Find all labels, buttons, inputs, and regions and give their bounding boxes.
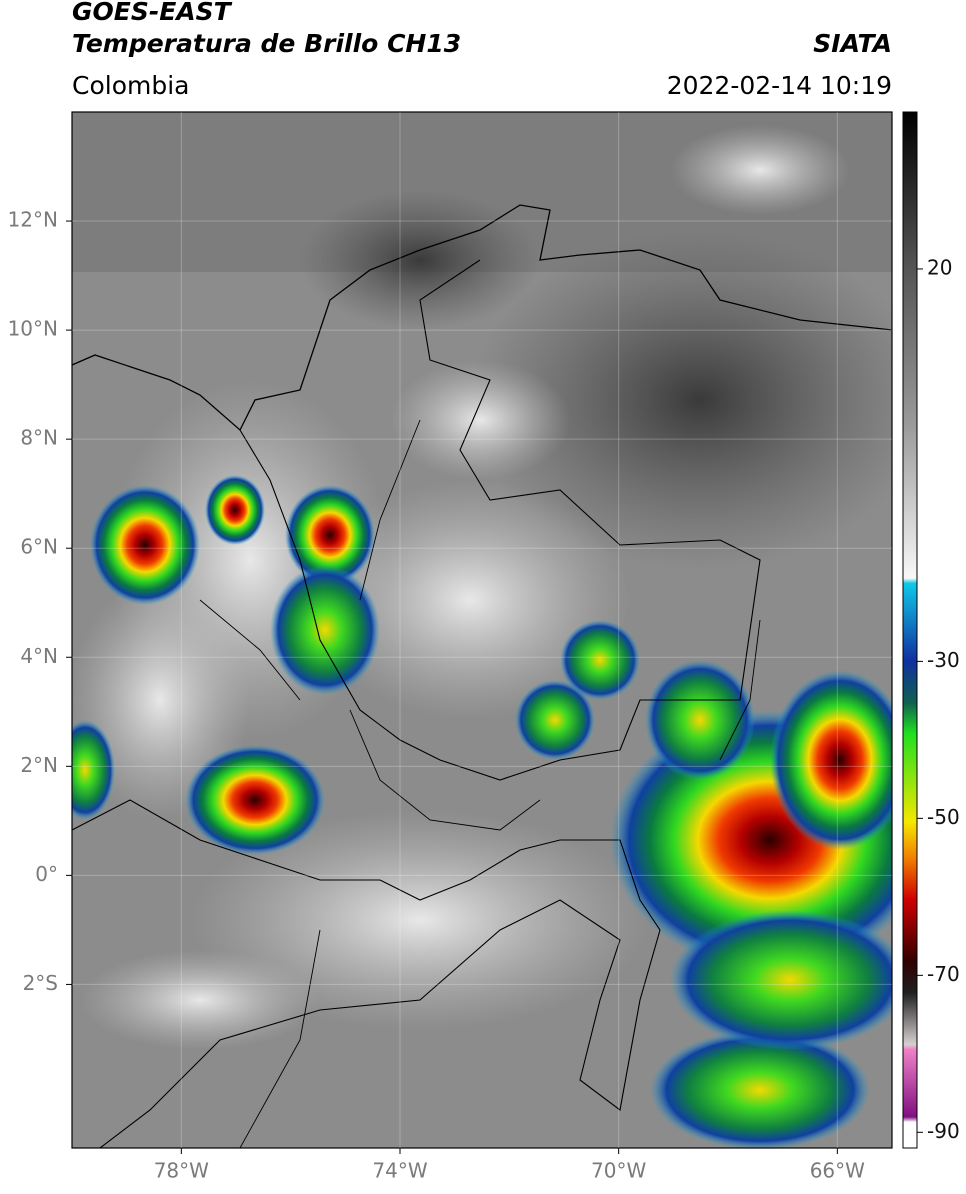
x-tick-label: 70°W — [591, 1159, 646, 1183]
title: GOES-EAST — [72, 0, 233, 26]
y-tick-label: 8°N — [20, 426, 58, 450]
y-tick-label: 12°N — [8, 208, 58, 232]
region: Colombia — [72, 71, 189, 100]
y-tick-label: 0° — [35, 862, 58, 886]
x-tick-label: 78°W — [154, 1159, 209, 1183]
map-frame — [71, 111, 893, 1149]
y-tick-label: 10°N — [8, 317, 58, 341]
colorbar-tick-label: -90 — [927, 1119, 960, 1143]
colorbar-tick-label: 20 — [927, 255, 952, 279]
y-tick-label: 2°S — [23, 971, 58, 995]
subtitle: Temperatura de Brillo CH13 — [72, 29, 461, 58]
colorbar-tick-label: -70 — [927, 962, 960, 986]
x-tick-label: 74°W — [372, 1159, 427, 1183]
x-tick-label: 66°W — [810, 1159, 865, 1183]
colorbar-tick-label: -30 — [927, 648, 960, 672]
colorbar — [902, 111, 918, 1149]
y-tick-label: 2°N — [20, 753, 58, 777]
y-tick-label: 4°N — [20, 644, 58, 668]
y-tick-label: 6°N — [20, 535, 58, 559]
datetime: 2022-02-14 10:19 — [667, 71, 892, 100]
map-image — [72, 112, 892, 1148]
colorbar-tick-label: -50 — [927, 805, 960, 829]
source: SIATA — [813, 29, 892, 58]
